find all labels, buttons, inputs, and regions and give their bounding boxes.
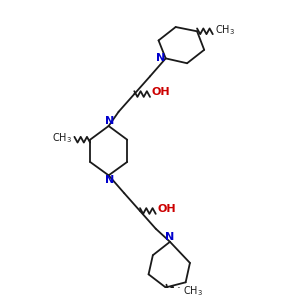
Text: CH$_3$: CH$_3$ <box>52 131 72 145</box>
Text: CH$_3$: CH$_3$ <box>183 284 203 298</box>
Text: OH: OH <box>158 204 176 214</box>
Text: N: N <box>165 232 175 242</box>
Text: N: N <box>105 116 114 126</box>
Text: CH$_3$: CH$_3$ <box>215 23 235 37</box>
Text: N: N <box>156 53 165 63</box>
Text: OH: OH <box>152 87 171 97</box>
Text: N: N <box>105 175 114 185</box>
